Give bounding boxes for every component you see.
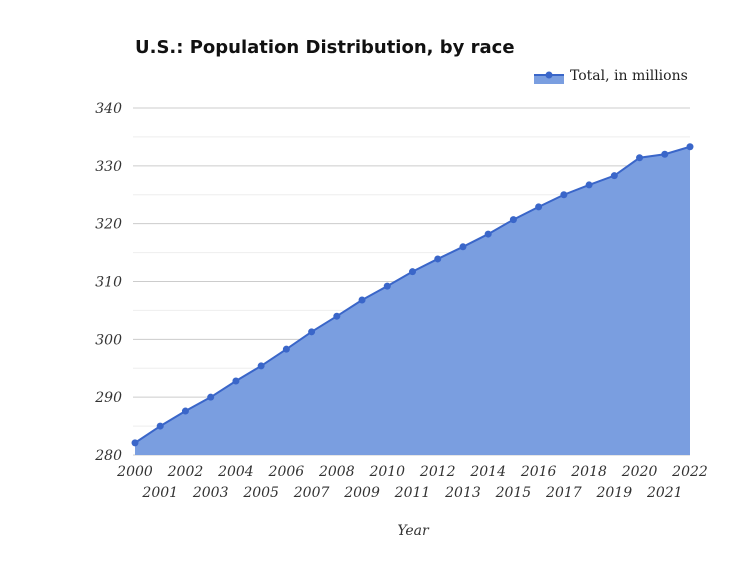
legend-marker xyxy=(545,71,553,79)
x-tick-label: 2012 xyxy=(419,464,456,480)
data-point xyxy=(459,243,467,251)
data-point xyxy=(434,255,442,263)
x-tick-label: 2013 xyxy=(444,485,481,501)
data-point xyxy=(686,143,694,151)
x-tick-label: 2018 xyxy=(570,464,607,480)
y-tick-label: 310 xyxy=(95,275,122,291)
x-tick-label: 2020 xyxy=(621,464,658,480)
y-tick-label: 290 xyxy=(94,390,122,406)
x-tick-label: 2021 xyxy=(646,485,683,501)
x-tick-label: 2002 xyxy=(167,464,204,480)
x-tick-label: 2017 xyxy=(545,485,582,501)
data-point xyxy=(535,203,543,211)
data-point xyxy=(232,377,240,385)
data-point xyxy=(156,422,164,430)
x-tick-label: 2006 xyxy=(268,464,305,480)
data-point xyxy=(282,345,290,353)
x-tick-label: 2011 xyxy=(394,485,431,501)
data-point xyxy=(484,230,492,238)
x-tick-label: 2019 xyxy=(595,485,632,501)
legend-swatch xyxy=(534,75,564,84)
data-point xyxy=(560,191,568,199)
data-point xyxy=(661,150,669,158)
data-point xyxy=(333,312,341,320)
legend-label: Total, in millions xyxy=(570,68,688,84)
data-point xyxy=(358,296,366,304)
x-tick-label: 2003 xyxy=(192,485,229,501)
area-fill xyxy=(135,146,690,455)
data-point xyxy=(383,282,391,290)
x-tick-label: 2001 xyxy=(141,485,178,501)
x-tick-label: 2000 xyxy=(116,464,153,480)
y-tick-label: 340 xyxy=(95,101,122,117)
x-tick-label: 2014 xyxy=(469,464,506,480)
y-tick-label: 280 xyxy=(94,448,122,464)
data-point xyxy=(181,407,189,415)
data-point xyxy=(131,439,139,447)
x-tick-label: 2008 xyxy=(318,464,355,480)
y-tick-label: 330 xyxy=(95,159,122,175)
data-point xyxy=(585,181,593,189)
x-tick-label: 2007 xyxy=(293,485,330,501)
x-tick-label: 2005 xyxy=(242,485,279,501)
x-tick-label: 2022 xyxy=(671,464,708,480)
y-tick-label: 300 xyxy=(95,332,122,348)
x-axis-label: Year xyxy=(397,523,430,539)
data-point xyxy=(257,362,265,370)
y-tick-label: 320 xyxy=(95,217,122,233)
x-tick-label: 2004 xyxy=(217,464,254,480)
x-tick-label: 2016 xyxy=(520,464,557,480)
data-point xyxy=(509,216,517,224)
chart-title: U.S.: Population Distribution, by race xyxy=(135,37,515,58)
x-tick-label: 2010 xyxy=(368,464,405,480)
x-tick-label: 2009 xyxy=(343,485,380,501)
data-point xyxy=(207,393,215,401)
data-point xyxy=(636,154,644,162)
data-point xyxy=(409,268,416,276)
data-point xyxy=(610,172,618,180)
data-point xyxy=(308,328,316,336)
x-tick-label: 2015 xyxy=(495,485,532,501)
